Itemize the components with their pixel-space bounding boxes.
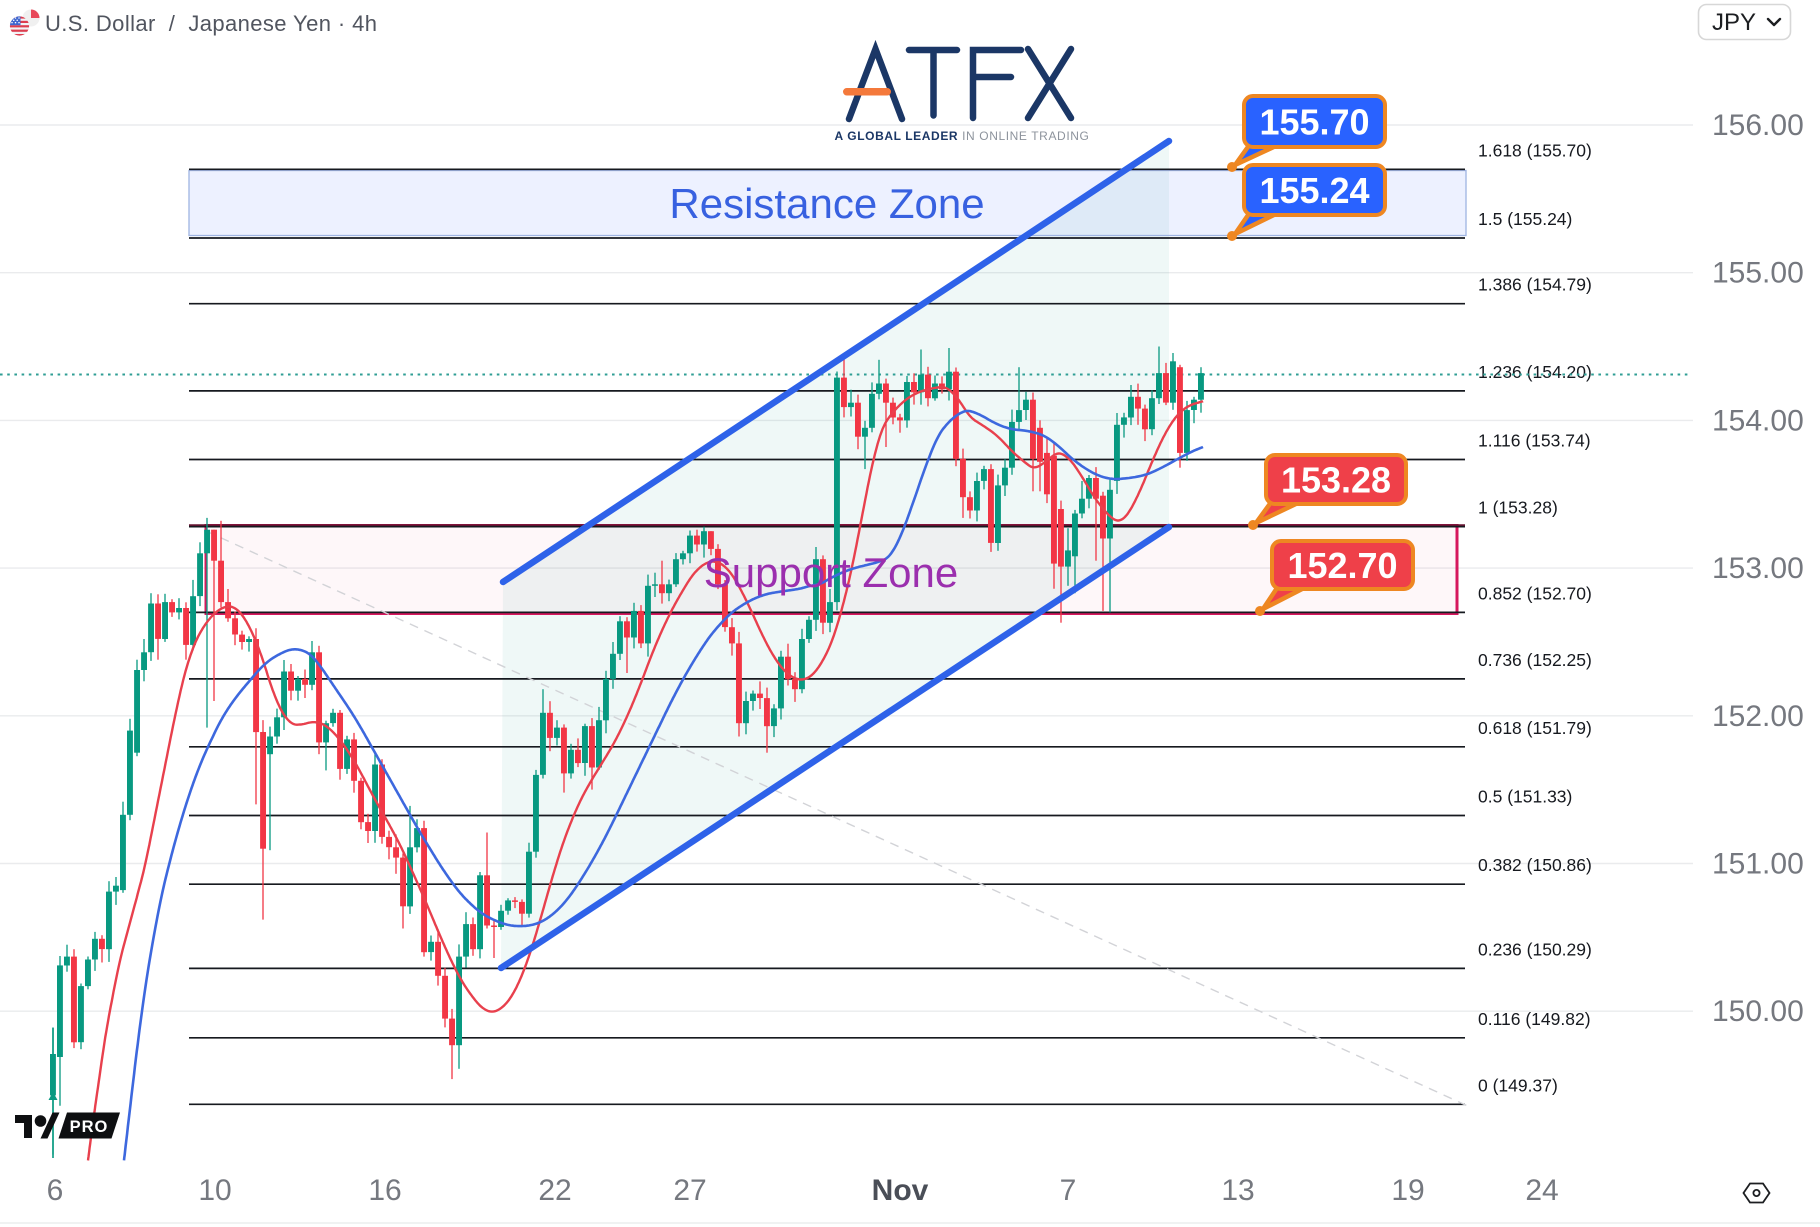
svg-text:1.386 (154.79): 1.386 (154.79) (1478, 275, 1592, 295)
svg-text:24: 24 (1525, 1174, 1558, 1207)
svg-text:1.618 (155.70): 1.618 (155.70) (1478, 140, 1592, 160)
svg-text:Support Zone: Support Zone (704, 549, 959, 596)
svg-text:1 (153.28): 1 (153.28) (1478, 498, 1558, 518)
svg-text:0.736 (152.25): 0.736 (152.25) (1478, 650, 1592, 670)
svg-text:0.116 (149.82): 0.116 (149.82) (1478, 1009, 1591, 1029)
svg-text:JPY: JPY (1712, 9, 1756, 36)
svg-text:27: 27 (673, 1174, 706, 1207)
svg-text:PRO: PRO (70, 1118, 109, 1136)
svg-text:151.00: 151.00 (1712, 848, 1804, 881)
svg-text:155.00: 155.00 (1712, 257, 1804, 290)
svg-text:0.5 (151.33): 0.5 (151.33) (1478, 787, 1572, 807)
svg-text:6: 6 (47, 1174, 64, 1207)
svg-text:152.00: 152.00 (1712, 700, 1804, 733)
svg-text:155.24: 155.24 (1259, 170, 1369, 211)
svg-text:Resistance Zone: Resistance Zone (669, 180, 984, 227)
svg-text:1.5 (155.24): 1.5 (155.24) (1478, 209, 1572, 229)
svg-text:150.00: 150.00 (1712, 995, 1804, 1028)
svg-text:16: 16 (368, 1174, 401, 1207)
svg-text:156.00: 156.00 (1712, 109, 1804, 142)
svg-text:0.382 (150.86): 0.382 (150.86) (1478, 855, 1592, 875)
svg-text:0.852 (152.70): 0.852 (152.70) (1478, 583, 1592, 603)
svg-text:13: 13 (1221, 1174, 1254, 1207)
svg-text:10: 10 (198, 1174, 231, 1207)
svg-text:22: 22 (538, 1174, 571, 1207)
svg-text:152.70: 152.70 (1287, 545, 1397, 586)
svg-text:0.236 (150.29): 0.236 (150.29) (1478, 939, 1592, 959)
svg-text:7: 7 (1060, 1174, 1077, 1207)
svg-text:0.618 (151.79): 0.618 (151.79) (1478, 718, 1592, 738)
svg-text:154.00: 154.00 (1712, 404, 1804, 437)
svg-text:153.00: 153.00 (1712, 552, 1804, 585)
svg-text:1.116 (153.74): 1.116 (153.74) (1478, 431, 1591, 451)
svg-text:U.S. Dollar / Japanese Yen ·: U.S. Dollar / Japanese Yen · 4h (45, 11, 377, 36)
svg-text:Nov: Nov (872, 1174, 929, 1207)
svg-text:0 (149.37): 0 (149.37) (1478, 1075, 1558, 1095)
svg-text:1.236 (154.20): 1.236 (154.20) (1478, 362, 1592, 382)
svg-text:155.70: 155.70 (1259, 102, 1369, 143)
svg-text:153.28: 153.28 (1281, 460, 1391, 501)
svg-text:A GLOBAL LEADER IN ONLINE TRAD: A GLOBAL LEADER IN ONLINE TRADING (835, 129, 1090, 143)
svg-text:19: 19 (1391, 1174, 1424, 1207)
